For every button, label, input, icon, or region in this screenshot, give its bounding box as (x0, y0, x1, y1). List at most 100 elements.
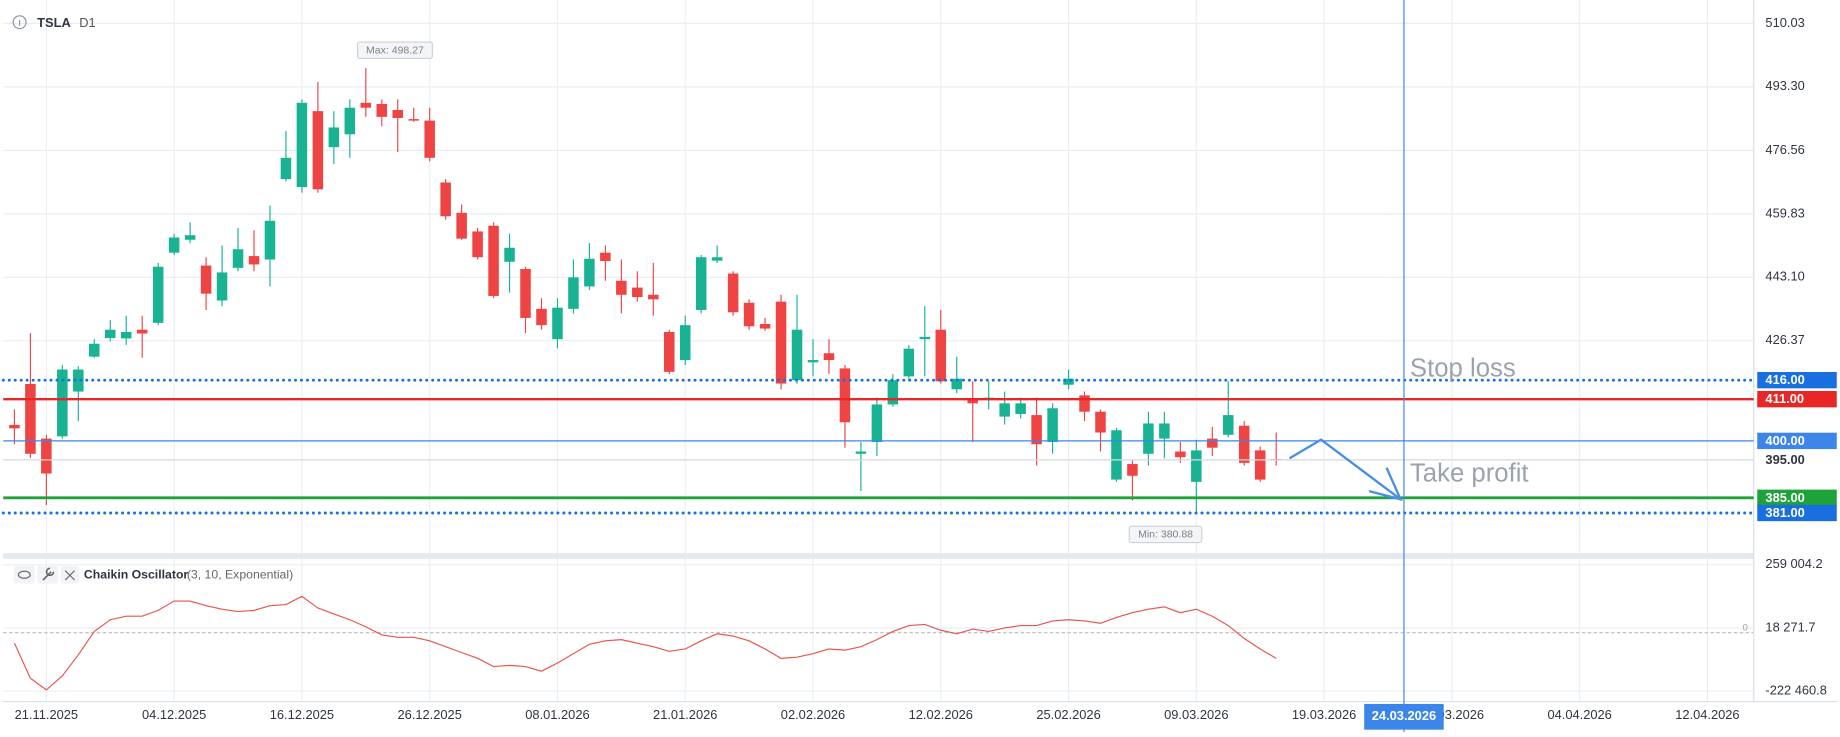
candle-body (951, 378, 963, 390)
timeframe: D1 (79, 15, 95, 30)
candle-body (807, 360, 819, 363)
y-tick-label: -222 460.8 (1765, 682, 1827, 697)
candle-body (791, 329, 803, 381)
min-label: Min: 380.88 (1138, 529, 1193, 541)
candle-body (440, 182, 451, 217)
last-price-label: 395.00 (1765, 452, 1804, 467)
arrow-path (1288, 438, 1402, 501)
x-tick-label: 16.12.2025 (270, 707, 334, 722)
x-tick-label: 04.12.2025 (142, 707, 206, 722)
level-tag (1757, 390, 1837, 408)
pane-separator (3, 553, 1754, 559)
candle-body (903, 348, 915, 377)
candle-body (552, 307, 563, 340)
level-label: 385.00 (1765, 490, 1804, 505)
candle-body (679, 325, 691, 361)
y-tick-label: 426.37 (1765, 332, 1804, 347)
marks (1, 67, 1756, 691)
candle-body (472, 231, 483, 258)
level-label: 416.00 (1765, 372, 1804, 387)
oscillator-line (13, 595, 1277, 691)
candle-body (57, 369, 68, 437)
candle-body (600, 252, 611, 262)
candle-body (935, 329, 947, 382)
indicator-header: Chaikin Oscillator (3, 10, Exponential) (13, 565, 293, 584)
candle-body (887, 380, 899, 405)
header: TSLA D1 (12, 15, 96, 30)
candle-body (184, 235, 196, 240)
candle-body (1015, 403, 1026, 414)
info-icon[interactable] (12, 15, 27, 30)
x-tick-label: 12.02.2026 (909, 707, 973, 722)
drawn-arrow (1288, 438, 1403, 502)
crosshair-label: 24.03.2026 (1372, 708, 1436, 723)
candle-body (344, 107, 356, 135)
candle-body (1111, 430, 1122, 480)
candle-body (663, 331, 675, 372)
candle-body (999, 403, 1010, 417)
candle-body (1079, 395, 1090, 412)
candle-body (89, 343, 100, 357)
candle-body (120, 331, 132, 339)
x-tick-label: 04.04.2026 (1547, 707, 1611, 722)
indicator-title: Chaikin Oscillator (84, 568, 189, 582)
zero-label: 0 (1743, 623, 1748, 633)
candle-body (711, 257, 723, 261)
x-tick-label: 02.02.2026 (781, 707, 845, 722)
candle-body (1063, 378, 1074, 385)
candle-body (584, 258, 595, 287)
candle-body (25, 383, 36, 454)
candle-body (216, 272, 228, 301)
candle-body (568, 277, 579, 309)
level-tag (1757, 432, 1837, 450)
candle-body (264, 220, 276, 260)
x-tick-label: 09.03.2026 (1164, 707, 1228, 722)
candle-body (743, 302, 755, 327)
candle-body (408, 119, 419, 121)
candle-body (248, 256, 260, 265)
y-tick-label: 459.83 (1765, 205, 1804, 220)
level-label: 400.00 (1765, 433, 1804, 448)
candle-body (695, 257, 707, 310)
min-box (1128, 525, 1203, 544)
candle-body (839, 368, 851, 423)
candle-body (1223, 415, 1234, 435)
level-tag (1757, 504, 1837, 522)
candle-body (312, 111, 324, 190)
arrow-head (1368, 467, 1403, 502)
crosshair-tag (1364, 703, 1444, 730)
x-tick-label: 21.11.2025 (15, 707, 78, 722)
candle-body (376, 103, 388, 117)
candle-body (9, 424, 20, 429)
level-label: 411.00 (1765, 391, 1804, 406)
level-tag (1757, 489, 1837, 506)
candle-body (648, 294, 659, 300)
x-tick-label: 25.02.2026 (1036, 707, 1100, 722)
candle-body (1095, 411, 1106, 433)
level-label: 381.00 (1765, 505, 1804, 520)
candle-body (727, 273, 739, 313)
candle-body (855, 451, 867, 454)
indicator-params: (3, 10, Exponential) (187, 568, 293, 582)
candle-body (520, 268, 531, 318)
candle-body (759, 324, 771, 329)
y-tick-label: 476.56 (1765, 142, 1804, 157)
candle-body (456, 212, 467, 239)
eye-button[interactable] (13, 565, 35, 584)
y-tick-label: 259 004.2 (1765, 556, 1822, 571)
x-tick-label: 26.12.2025 (397, 707, 461, 722)
candle-body (136, 329, 148, 334)
x-tick-label: 12.04.2026 (1675, 707, 1739, 722)
candle-body (632, 287, 643, 298)
candle-body (296, 102, 308, 188)
candle-body (536, 308, 547, 326)
candle-body (871, 404, 883, 443)
candle-body (424, 120, 435, 158)
candle-body (1031, 415, 1042, 445)
candle-body (1159, 423, 1170, 439)
x-tick-label: 08.01.2026 (525, 707, 589, 722)
candle-body (1047, 408, 1058, 443)
candle-body (823, 353, 835, 361)
annotation: Stop loss (1410, 354, 1516, 382)
